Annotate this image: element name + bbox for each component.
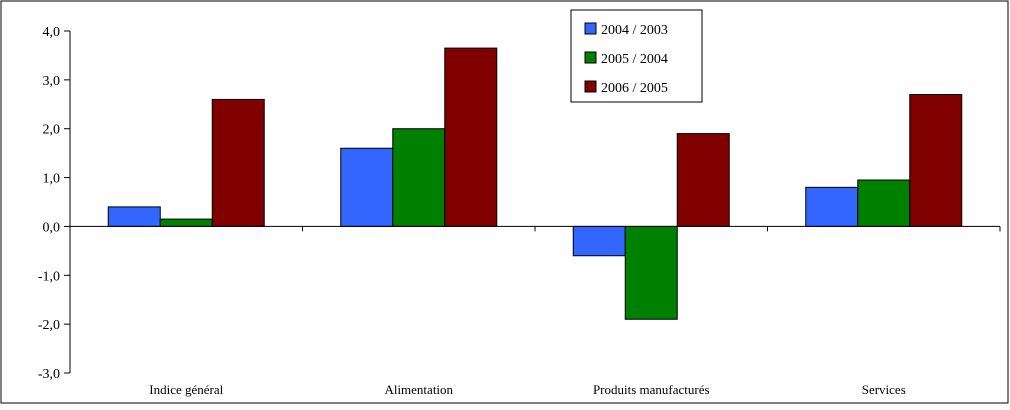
y-tick-label: 2,0 [43, 123, 61, 138]
y-tick-label: 1,0 [43, 172, 61, 187]
bar-3-2 [444, 47, 498, 227]
legend-label: 2004 / 2003 [601, 23, 668, 38]
y-tick-label: -1,0 [38, 269, 60, 284]
y-tick-label: 0,0 [43, 220, 61, 235]
bar-3-4 [909, 94, 963, 227]
bar-3-3 [676, 133, 730, 227]
legend: 2004 / 2003 2005 / 2004 2006 / 2005 [570, 9, 703, 103]
bar-1-1 [107, 206, 161, 227]
y-tick-label: 4,0 [43, 25, 61, 40]
legend-label: 2005 / 2004 [601, 52, 668, 67]
y-tick-label: -2,0 [38, 318, 60, 333]
y-tick-label: 3,0 [43, 74, 61, 89]
legend-swatch [584, 51, 597, 64]
bar-2-1 [159, 218, 213, 227]
bar-2-2 [392, 128, 446, 227]
bar-1-3 [572, 225, 626, 257]
bar-1-4 [805, 186, 859, 227]
y-tick-label: -3,0 [38, 367, 60, 382]
bar-2-3 [624, 225, 678, 320]
bar-2-4 [857, 179, 911, 227]
legend-swatch [584, 80, 597, 93]
bar-1-2 [340, 147, 394, 227]
x-category-label: Alimentation [384, 382, 453, 397]
legend-label: 2006 / 2005 [601, 81, 668, 96]
x-category-label: Produits manufacturés [593, 382, 710, 397]
x-category-label: Indice général [149, 382, 223, 397]
x-axis: Indice général Alimentation Produits manuf… [69, 225, 1001, 397]
bar-3-1 [211, 98, 265, 227]
y-axis: 4,0 3,0 2,0 1,0 0,0 -1,0 -2,0 -3,0 [38, 25, 71, 382]
legend-swatch [584, 22, 597, 35]
x-category-label: Services [862, 382, 906, 397]
